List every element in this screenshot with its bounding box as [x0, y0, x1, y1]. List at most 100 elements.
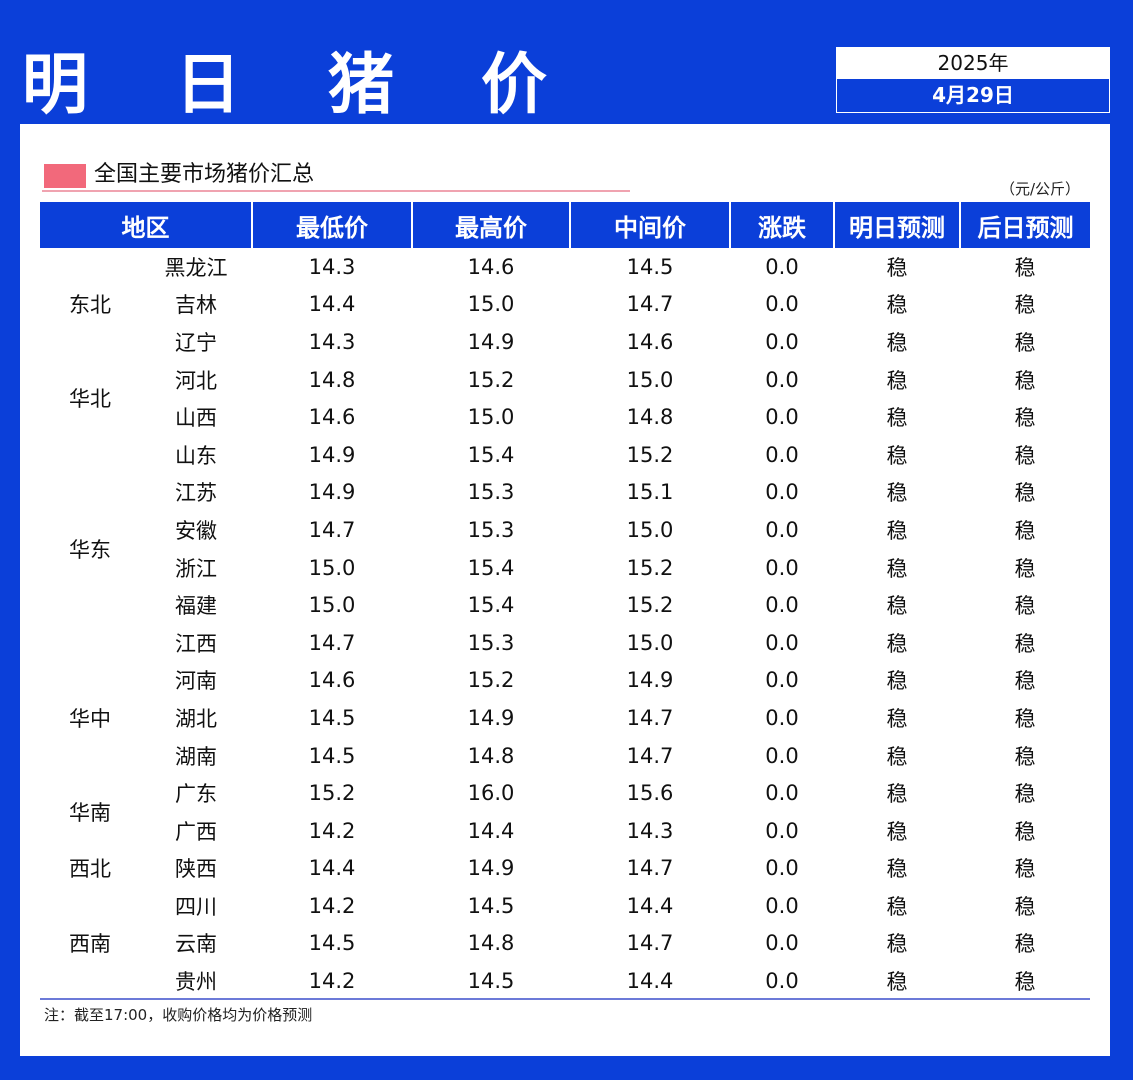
col-header-region: 地区 [40, 202, 252, 248]
change-cell: 0.0 [765, 367, 799, 392]
tomorrow-forecast-cell: 稳 [886, 782, 908, 807]
table-row: 西南 四川 14.2 14.5 14.4 0.0 稳稳 [40, 887, 1090, 957]
mid-price-cell: 15.2 [626, 555, 674, 580]
change-cell: 0.0 [765, 593, 799, 618]
high-price-cell: 15.2 [467, 668, 515, 693]
table-row: 华东 山东 14.9 15.4 15.2 0.0 稳稳 [40, 436, 1090, 562]
mid-price-cell: 14.7 [626, 705, 674, 730]
low-price-cell: 14.9 [308, 442, 356, 467]
province-cell: 云南 [175, 932, 217, 957]
mid-price-cell: 15.2 [626, 593, 674, 618]
col-header-high: 最高价 [411, 202, 570, 248]
mid-price-cell: 14.7 [626, 743, 674, 768]
after-forecast-cell: 稳 [1014, 518, 1036, 543]
change-cell: 0.0 [765, 856, 799, 881]
province-cell: 江苏 [175, 481, 217, 506]
province-cell: 山东 [175, 443, 217, 468]
high-price-cell: 14.8 [467, 743, 515, 768]
table-row: 安徽 14.7 15.3 15.0 0.0 稳 稳 [40, 511, 1090, 549]
province-cell: 四川 [175, 894, 217, 919]
province-cell: 安徽 [175, 518, 217, 543]
mid-price-cell: 15.6 [626, 781, 674, 806]
after-forecast-cell: 稳 [1014, 744, 1036, 769]
change-cell: 0.0 [765, 705, 799, 730]
after-forecast-cell: 稳 [1014, 631, 1036, 656]
date-box: 2025年 4月29日 [836, 47, 1110, 113]
change-cell: 0.0 [765, 517, 799, 542]
section-title: 全国主要市场猪价汇总 [94, 162, 315, 187]
high-price-cell: 14.4 [467, 818, 515, 843]
tomorrow-forecast-cell: 稳 [886, 669, 908, 694]
change-cell: 0.0 [765, 254, 799, 279]
table-row: 山西 14.6 15.0 14.8 0.0 稳 稳 [40, 398, 1090, 436]
tomorrow-forecast-cell: 稳 [886, 293, 908, 318]
col-header-tomorrow: 明日预测 [833, 202, 960, 248]
change-cell: 0.0 [765, 893, 799, 918]
tomorrow-forecast-cell: 稳 [886, 819, 908, 844]
high-price-cell: 15.3 [467, 630, 515, 655]
low-price-cell: 14.3 [308, 329, 356, 354]
mid-price-cell: 15.1 [626, 480, 674, 505]
tomorrow-forecast-cell: 稳 [886, 594, 908, 619]
tomorrow-forecast-cell: 稳 [886, 518, 908, 543]
change-cell: 0.0 [765, 668, 799, 693]
after-forecast-cell: 稳 [1014, 782, 1036, 807]
mid-price-cell: 15.0 [626, 517, 674, 542]
low-price-cell: 15.2 [308, 781, 356, 806]
high-price-cell: 14.9 [467, 856, 515, 881]
high-price-cell: 14.9 [467, 705, 515, 730]
low-price-cell: 14.6 [308, 668, 356, 693]
change-cell: 0.0 [765, 480, 799, 505]
low-price-cell: 14.7 [308, 630, 356, 655]
mid-price-cell: 14.5 [626, 254, 674, 279]
after-forecast-cell: 稳 [1014, 669, 1036, 694]
low-price-cell: 14.5 [308, 931, 356, 956]
tomorrow-forecast-cell: 稳 [886, 631, 908, 656]
col-header-change: 涨跌 [729, 202, 834, 248]
tomorrow-forecast-cell: 稳 [886, 556, 908, 581]
high-price-cell: 15.3 [467, 480, 515, 505]
low-price-cell: 14.5 [308, 705, 356, 730]
after-forecast-cell: 稳 [1014, 406, 1036, 431]
footnote: 注：截至17:00，收购价格均为价格预测 [44, 1006, 313, 1024]
province-cell: 黑龙江 [164, 255, 228, 280]
province-cell: 贵州 [175, 970, 217, 995]
after-forecast-cell: 稳 [1014, 932, 1036, 957]
region-cell: 华中 [69, 706, 111, 731]
change-cell: 0.0 [765, 329, 799, 354]
high-price-cell: 14.8 [467, 931, 515, 956]
tomorrow-forecast-cell: 稳 [886, 481, 908, 506]
province-cell: 浙江 [175, 556, 217, 581]
change-cell: 0.0 [765, 969, 799, 994]
change-cell: 0.0 [765, 292, 799, 317]
province-cell: 吉林 [175, 293, 217, 318]
tomorrow-forecast-cell: 稳 [886, 970, 908, 995]
province-cell: 辽宁 [175, 330, 217, 355]
after-forecast-cell: 稳 [1014, 330, 1036, 355]
mid-price-cell: 14.7 [626, 856, 674, 881]
table-row: 广西 14.2 14.4 14.3 0.0 稳 稳 [40, 812, 1090, 850]
mid-price-cell: 15.0 [626, 367, 674, 392]
tomorrow-forecast-cell: 稳 [886, 255, 908, 280]
mid-price-cell: 14.4 [626, 969, 674, 994]
low-price-cell: 14.9 [308, 480, 356, 505]
change-cell: 0.0 [765, 781, 799, 806]
tomorrow-forecast-cell: 稳 [886, 330, 908, 355]
table-row: 云南 14.5 14.8 14.7 0.0 稳 稳 [40, 925, 1090, 963]
change-cell: 0.0 [765, 630, 799, 655]
high-price-cell: 15.2 [467, 367, 515, 392]
region-cell: 华南 [69, 800, 111, 825]
table-row: 吉林 14.4 15.0 14.7 0.0 稳 稳 [40, 286, 1090, 324]
region-cell: 华东 [69, 537, 111, 562]
table-row: 浙江 15.0 15.4 15.2 0.0 稳 稳 [40, 549, 1090, 587]
province-cell: 陕西 [175, 857, 217, 882]
table-row: 华南 广东 15.2 16.0 15.6 0.0 稳 稳 [40, 774, 1090, 825]
after-forecast-cell: 稳 [1014, 970, 1036, 995]
tomorrow-forecast-cell: 稳 [886, 932, 908, 957]
table-row: 辽宁 14.3 14.9 14.6 0.0 稳 稳 [40, 323, 1090, 361]
after-forecast-cell: 稳 [1014, 443, 1036, 468]
change-cell: 0.0 [765, 743, 799, 768]
content-panel: 全国主要市场猪价汇总 （元/公斤） 地区 最低价 最高价 中间价 涨跌 明日预测… [20, 124, 1110, 1056]
low-price-cell: 14.4 [308, 292, 356, 317]
high-price-cell: 14.5 [467, 969, 515, 994]
